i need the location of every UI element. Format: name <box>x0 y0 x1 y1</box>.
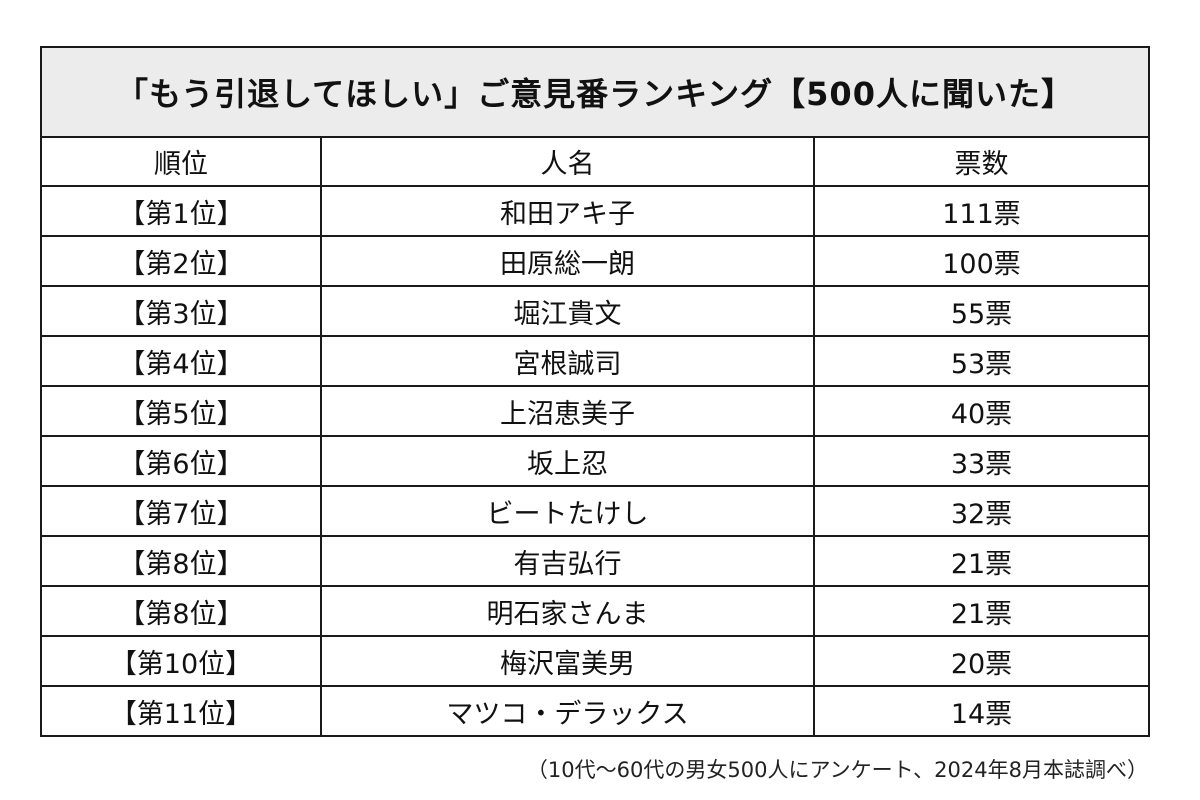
rank-cell: 【第10位】 <box>40 635 322 687</box>
table-title: 「もう引退してほしい」ご意見番ランキング【500人に聞いた】 <box>39 46 1151 138</box>
name-cell: ビートたけし <box>320 485 815 537</box>
rank-cell: 【第6位】 <box>40 435 322 487</box>
rank-cell: 【第8位】 <box>40 585 322 637</box>
votes-cell: 33票 <box>812 435 1151 487</box>
table-row: 【第11位】 マツコ・デラックス 14票 <box>40 685 1151 737</box>
votes-cell: 14票 <box>812 685 1151 737</box>
table-row: 【第8位】 有吉弘行 21票 <box>40 535 1151 587</box>
name-cell: 有吉弘行 <box>320 535 815 587</box>
name-cell: 田原総一朗 <box>320 235 815 287</box>
rank-cell: 【第1位】 <box>40 185 322 237</box>
table-row: 【第2位】 田原総一朗 100票 <box>40 235 1151 287</box>
votes-cell: 55票 <box>812 285 1151 337</box>
name-cell: 和田アキ子 <box>320 185 815 237</box>
table-row: 【第5位】 上沼恵美子 40票 <box>40 385 1151 437</box>
table-row: 【第3位】 堀江貴文 55票 <box>40 285 1151 337</box>
rank-cell: 【第2位】 <box>40 235 322 287</box>
column-header-name: 人名 <box>320 136 815 187</box>
votes-cell: 111票 <box>812 185 1151 237</box>
name-cell: 上沼恵美子 <box>320 385 815 437</box>
rank-cell: 【第4位】 <box>40 335 322 387</box>
name-cell: 堀江貴文 <box>320 285 815 337</box>
table-row: 【第8位】 明石家さんま 21票 <box>40 585 1151 637</box>
name-cell: 明石家さんま <box>320 585 815 637</box>
votes-cell: 20票 <box>812 635 1151 687</box>
table-row: 【第4位】 宮根誠司 53票 <box>40 335 1151 387</box>
rank-cell: 【第8位】 <box>40 535 322 587</box>
votes-cell: 100票 <box>812 235 1151 287</box>
ranking-table: 「もう引退してほしい」ご意見番ランキング【500人に聞いた】 順位 人名 票数 … <box>39 46 1151 737</box>
survey-footnote: （10代〜60代の男女500人にアンケート、2024年8月本誌調べ） <box>526 758 1148 782</box>
rank-cell: 【第7位】 <box>40 485 322 537</box>
header-row: 順位 人名 票数 <box>40 136 1151 187</box>
rank-cell: 【第11位】 <box>40 685 322 737</box>
name-cell: 宮根誠司 <box>320 335 815 387</box>
name-cell: マツコ・デラックス <box>320 685 815 737</box>
name-cell: 坂上忍 <box>320 435 815 487</box>
rank-cell: 【第3位】 <box>40 285 322 337</box>
table-row: 【第1位】 和田アキ子 111票 <box>40 185 1151 237</box>
table-row: 【第10位】 梅沢富美男 20票 <box>40 635 1151 687</box>
votes-cell: 53票 <box>812 335 1151 387</box>
votes-cell: 21票 <box>812 535 1151 587</box>
name-cell: 梅沢富美男 <box>320 635 815 687</box>
ranking-sheet: 「もう引退してほしい」ご意見番ランキング【500人に聞いた】 順位 人名 票数 … <box>39 46 1151 737</box>
table-row: 【第7位】 ビートたけし 32票 <box>40 485 1151 537</box>
votes-cell: 32票 <box>812 485 1151 537</box>
rank-cell: 【第5位】 <box>40 385 322 437</box>
votes-cell: 21票 <box>812 585 1151 637</box>
column-header-rank: 順位 <box>40 136 322 187</box>
column-header-votes: 票数 <box>812 136 1151 187</box>
votes-cell: 40票 <box>812 385 1151 437</box>
table-row: 【第6位】 坂上忍 33票 <box>40 435 1151 487</box>
